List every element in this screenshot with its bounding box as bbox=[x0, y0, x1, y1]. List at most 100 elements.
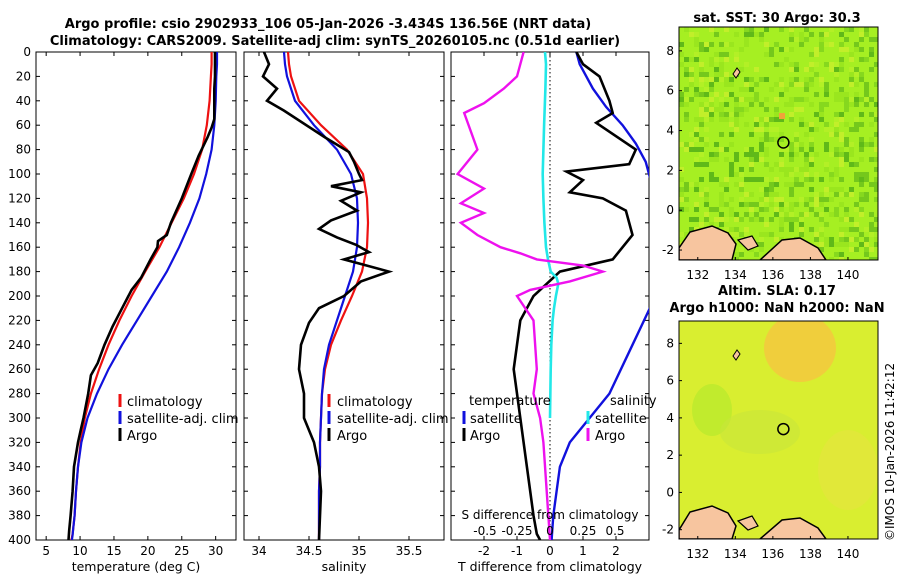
sst-cell bbox=[769, 87, 774, 92]
salinity-argo-line bbox=[261, 52, 394, 540]
sst-cell bbox=[819, 247, 824, 252]
depth-tick-label: 0 bbox=[23, 45, 31, 59]
sst-cell bbox=[774, 207, 779, 212]
sst-cell bbox=[789, 217, 794, 222]
sst-cell bbox=[824, 167, 829, 172]
sst-cell bbox=[839, 147, 844, 152]
imos-watermark: ©IMOS 10-Jan-2026 11:42:12 bbox=[883, 363, 897, 541]
sst-cell bbox=[699, 92, 704, 97]
sst-cell bbox=[759, 237, 764, 242]
sst-cell bbox=[734, 112, 739, 117]
sst-cell bbox=[819, 47, 824, 52]
sst-cell bbox=[749, 162, 754, 167]
salinity-satellite-line bbox=[282, 52, 360, 540]
sst-cell bbox=[679, 97, 684, 102]
sst-cell bbox=[814, 172, 819, 177]
sst-cell bbox=[839, 237, 844, 242]
sst-cell bbox=[744, 192, 749, 197]
sst-longitude-ticks: 132 134 136 138 140 bbox=[686, 257, 859, 282]
sst-cell bbox=[834, 187, 839, 192]
sst-cell bbox=[749, 102, 754, 107]
sst-cell bbox=[684, 197, 689, 202]
sst-cell bbox=[839, 252, 844, 257]
sla-islet bbox=[732, 349, 741, 361]
sst-cell bbox=[779, 202, 784, 207]
depth-tick-label: 260 bbox=[8, 362, 31, 376]
sst-cell bbox=[709, 82, 714, 87]
sst-cell bbox=[724, 157, 729, 162]
sst-cell bbox=[719, 97, 724, 102]
sst-cell bbox=[749, 192, 754, 197]
sst-cell bbox=[794, 97, 799, 102]
sst-cell bbox=[744, 62, 749, 67]
sst-cell bbox=[849, 77, 854, 82]
sst-cell bbox=[829, 212, 834, 217]
sst-cell bbox=[689, 82, 694, 87]
sst-cell bbox=[854, 72, 859, 77]
sst-cell bbox=[874, 237, 878, 242]
sst-cell bbox=[769, 52, 774, 57]
sst-map-panel: sat. SST: 30 Argo: 30.3 132 134 136 138 140 … bbox=[662, 11, 879, 282]
sst-cell bbox=[709, 157, 714, 162]
sst-cell bbox=[724, 182, 729, 187]
sst-cell bbox=[739, 197, 744, 202]
depth-tick-label: 340 bbox=[8, 460, 31, 474]
sst-cell bbox=[799, 37, 804, 42]
sst-cell bbox=[709, 107, 714, 112]
sst-cell bbox=[724, 202, 729, 207]
sst-cell bbox=[859, 192, 864, 197]
sst-cell bbox=[734, 97, 739, 102]
sst-cell bbox=[704, 137, 709, 142]
sst-cell bbox=[834, 192, 839, 197]
sst-cell bbox=[789, 82, 794, 87]
sst-cell bbox=[749, 157, 754, 162]
sst-cell bbox=[839, 42, 844, 47]
sst-cell bbox=[869, 247, 874, 252]
sst-cell bbox=[734, 52, 739, 57]
sst-cell bbox=[799, 217, 804, 222]
sst-cell bbox=[699, 117, 704, 122]
sst-cell bbox=[774, 82, 779, 87]
sst-cell bbox=[729, 132, 734, 137]
sst-cell bbox=[804, 162, 809, 167]
sst-cell bbox=[689, 77, 694, 82]
difference-depth-ticks bbox=[451, 51, 649, 541]
sst-cell bbox=[759, 137, 764, 142]
sst-cell bbox=[839, 152, 844, 157]
sst-cell bbox=[709, 177, 714, 182]
sst-cell bbox=[864, 237, 869, 242]
sst-cell bbox=[679, 52, 684, 57]
sst-cell bbox=[689, 147, 694, 152]
sst-cell bbox=[864, 142, 869, 147]
sst-cell bbox=[804, 77, 809, 82]
sst-cell bbox=[729, 197, 734, 202]
sst-cell bbox=[739, 187, 744, 192]
sst-cell bbox=[864, 32, 869, 37]
sst-cell bbox=[799, 147, 804, 152]
sst-cell bbox=[779, 137, 784, 142]
sla-island bbox=[736, 515, 759, 531]
sst-cell bbox=[774, 62, 779, 67]
sla-map-frame bbox=[678, 320, 879, 540]
sst-cell bbox=[784, 202, 789, 207]
sst-cell bbox=[754, 157, 759, 162]
sst-cell bbox=[764, 192, 769, 197]
sst-cell bbox=[764, 147, 769, 152]
sst-cell bbox=[719, 197, 724, 202]
sst-cell bbox=[729, 172, 734, 177]
sst-cell bbox=[859, 72, 864, 77]
s-tick-0: 0 bbox=[546, 524, 554, 538]
sst-cell bbox=[684, 207, 689, 212]
sst-cell bbox=[714, 177, 719, 182]
sst-cell bbox=[834, 252, 839, 257]
sst-cell bbox=[849, 67, 854, 72]
sst-cell bbox=[739, 247, 744, 252]
sst-cell bbox=[864, 102, 869, 107]
sst-cell bbox=[839, 57, 844, 62]
sst-cell bbox=[739, 252, 744, 257]
sst-cell bbox=[859, 77, 864, 82]
sst-cell bbox=[724, 92, 729, 97]
sst-cell bbox=[694, 187, 699, 192]
sst-cell bbox=[829, 187, 834, 192]
sst-cell bbox=[839, 137, 844, 142]
